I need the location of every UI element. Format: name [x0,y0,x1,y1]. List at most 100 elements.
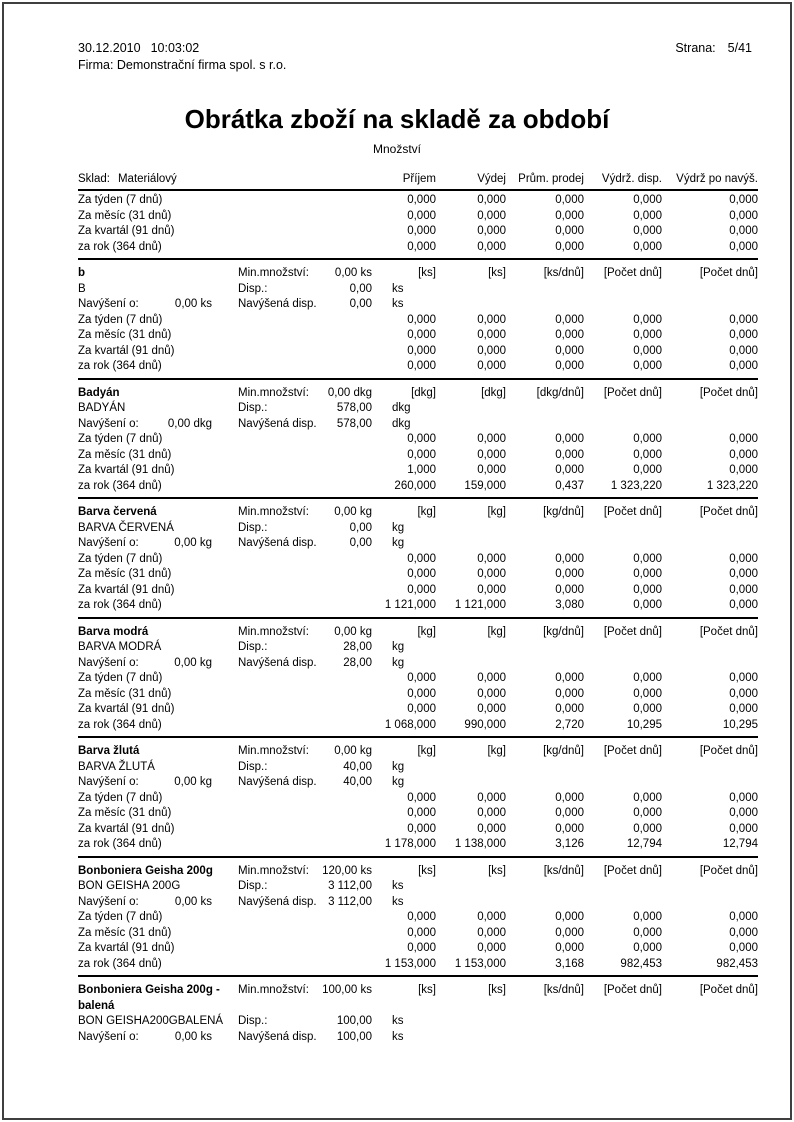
period-value: 0,000 [407,329,436,341]
disp-label: Disp.: [238,880,268,892]
period-label: Za týden (7 dnů) [78,672,163,684]
period-value: 0,000 [477,791,506,804]
period-value: 0,000 [729,464,758,476]
increased-disp-label: Navýšená disp. [238,417,317,430]
period-value: 0,000 [633,599,662,611]
product-name: Barva modrá [78,625,149,638]
period-value: 0,000 [477,807,506,819]
increase-cell: Navýšení o: 0,00 ks [78,297,238,313]
period-label: Za kvartál (91 dnů) [78,822,175,835]
period-label: Za měsíc (31 dnů) [78,329,172,341]
period-value: 0,000 [633,822,662,835]
disp-cell: Disp.: 100,00 [238,1014,372,1030]
period-label: Za měsíc (31 dnů) [78,807,172,819]
column-header-vydrz-disp: Výdrž. disp. [601,173,662,185]
warehouse-summary-block: Za týden (7 dnů) 0,000 0,000 0,000 0,000 0,00… [78,191,758,260]
period-value: 0,000 [407,583,436,596]
increased-disp-cell: Navýšená disp. 100,00 [238,1030,372,1046]
min-qty-cell: Min.množství: 0,00 kg [238,744,372,760]
increase-row: Navýšení o: 0,00 ks Navýšená disp. 0,00 ks [78,297,758,313]
disp-cell: Disp.: 3 112,00 [238,879,372,895]
period-value: 0,000 [729,926,758,939]
unit: dkg [392,402,411,414]
period-value: 1 138,000 [454,838,506,850]
unit: dkg [392,417,411,430]
period-row: Za týden (7 dnů) 0,000 0,000 0,000 0,000 0,00… [78,552,758,568]
min-qty-value: 0,00 kg [334,506,372,518]
page-number-value: 5/41 [727,41,752,55]
report-time: 10:03:02 [150,41,200,55]
increased-disp-cell: Navýšená disp. 3 112,00 [238,895,372,911]
increased-disp-value: 0,00 [349,298,372,310]
unit-header: [kg] [417,745,436,757]
period-label: Za kvartál (91 dnů) [78,464,175,476]
product-code-row: BON GEISHA 200G Disp.: 3 112,00 ks [78,879,758,895]
unit: ks [392,895,404,908]
disp-value: 40,00 [343,760,372,773]
period-value: 0,000 [633,329,662,341]
unit-header: [ks/dnů] [543,984,584,996]
period-value: 990,000 [464,718,506,731]
min-qty-label: Min.množství: [238,625,309,638]
period-label: Za kvartál (91 dnů) [78,583,175,596]
period-value: 0,000 [633,568,662,580]
disp-label: Disp.: [238,641,268,653]
min-qty-label: Min.množství: [238,267,309,279]
product-section: Barva modrá Min.množství: 0,00 kg [kg] [kg] [… [78,619,758,738]
period-value: 0,000 [477,209,506,222]
period-value: 0,000 [477,672,506,684]
period-value: 982,453 [620,957,662,970]
period-label: Za kvartál (91 dnů) [78,942,175,954]
period-row: za rok (364 dnů) 1 153,000 1 153,000 3,168 9… [78,957,758,973]
period-label: Za měsíc (31 dnů) [78,209,172,222]
period-value: 0,000 [633,433,662,445]
min-qty-label: Min.množství: [238,745,309,757]
period-label: za rok (364 dnů) [78,957,162,970]
period-value: 0,000 [477,344,506,357]
period-value: 0,000 [477,568,506,580]
disp-value: 28,00 [343,641,372,653]
period-value: 0,000 [633,360,662,372]
period-row: za rok (364 dnů) 260,000 159,000 0,437 1 323… [78,479,758,495]
period-value: 0,000 [729,599,758,611]
unit-header: [kg] [417,506,436,518]
increase-label: Navýšení o: [78,298,139,310]
period-value: 0,000 [729,433,758,445]
product-header-row: b Min.množství: 0,00 ks [ks] [ks] [ks/dnů] [Po… [78,266,758,282]
period-row: Za týden (7 dnů) 0,000 0,000 0,000 0,000 0,00… [78,193,758,209]
min-qty-cell: Min.množství: 0,00 dkg [238,386,372,402]
period-row: Za týden (7 dnů) 0,000 0,000 0,000 0,000 0,00… [78,671,758,687]
increased-disp-value: 578,00 [336,417,372,430]
period-row: Za měsíc (31 dnů) 0,000 0,000 0,000 0,000 0,0… [78,687,758,703]
increased-disp-label: Navýšená disp. [238,656,317,669]
period-value: 0,000 [555,552,584,565]
increased-disp-label: Navýšená disp. [238,776,317,788]
period-value: 1 121,000 [454,599,506,611]
period-value: 10,295 [626,718,662,731]
period-value: 0,000 [633,703,662,715]
unit: kg [392,537,405,549]
product-code: BON GEISHA 200G [78,880,181,892]
period-value: 0,000 [407,942,436,954]
period-value: 0,000 [477,942,506,954]
min-qty-value: 120,00 ks [322,864,372,877]
min-qty-cell: Min.množství: 0,00 kg [238,625,372,641]
period-value: 1 178,000 [384,838,436,850]
increase-cell: Navýšení o: 0,00 ks [78,1030,238,1046]
period-value: 0,000 [407,225,436,237]
min-qty-label: Min.množství: [238,984,309,996]
increase-value: 0,00 ks [174,1030,212,1043]
period-value: 0,000 [555,344,584,357]
period-value: 0,000 [555,194,584,206]
product-name: b [78,267,86,279]
increase-row: Navýšení o: 0,00 ks Navýšená disp. 100,00 ks [78,1030,758,1046]
period-value: 0,000 [407,911,436,923]
product-code: BADYÁN [78,402,126,414]
min-qty-label: Min.množství: [238,864,309,877]
datetime-line: 30.12.2010 10:03:02 [78,40,286,57]
product-name: Barva žlutá [78,745,140,757]
min-qty-value: 100,00 ks [322,984,372,996]
min-qty-cell: Min.množství: 0,00 ks [238,266,372,282]
product-header-row: Barva červená Min.množství: 0,00 kg [kg] [kg… [78,505,758,521]
